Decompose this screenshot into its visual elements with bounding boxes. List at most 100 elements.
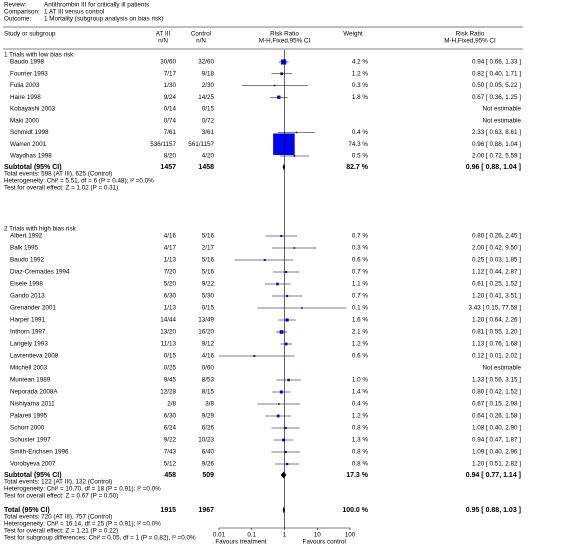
effect-label: 0.61 [ 0.25, 1.52 ] [472, 281, 521, 288]
summary-name: Total (95% CI) [4, 507, 50, 514]
effect-square [286, 294, 289, 298]
effect-square [263, 259, 266, 261]
effect-label: 0.25 [ 0.03, 1.85 ] [472, 257, 521, 264]
header-text: 1 AT III versus control [44, 9, 104, 16]
study-name: Fourrier 1993 [10, 70, 48, 77]
col-header: Study or subgroup [4, 31, 56, 38]
summary-weight: 100.0 % [342, 507, 368, 514]
total-note: Heterogeneity: Chi² = 16.14, df = 25 (P … [4, 521, 161, 528]
weight: 74.3 % [348, 141, 368, 148]
weight: 1.0 % [352, 377, 369, 384]
effect-square [281, 59, 287, 65]
col-header: M-H,Fixed,95% CI [444, 38, 496, 45]
treatment-events: 14/44 [160, 317, 176, 324]
effect-square [285, 270, 288, 274]
effect-label: 0.80 [ 0.26, 2.45 ] [472, 233, 521, 240]
control-events: 9/22 [202, 281, 215, 288]
header-label: Review: [4, 2, 27, 9]
study-name: Lavrentieva 2008 [10, 353, 59, 360]
treatment-events: 536/1157 [150, 141, 176, 148]
effect-square [284, 450, 287, 454]
x-tick-label: 10 [314, 532, 322, 539]
treatment-events: 7/43 [164, 449, 177, 456]
control-events: 2/30 [202, 82, 215, 89]
effect-square [279, 390, 283, 394]
effect-label: 1.12 [ 0.44, 2.87 ] [472, 269, 521, 276]
study-name: Eisele 1998 [10, 281, 43, 288]
weight: 2.1 % [352, 329, 369, 336]
study-name: Neporada 2008A [10, 389, 58, 396]
study-name: Fulia 2003 [10, 82, 40, 89]
x-tick-label: 0.1 [247, 532, 256, 539]
col-header: M-H,Fixed,95% CI [259, 38, 311, 45]
effect-label: 1.20 [ 0.41, 3.51 ] [472, 293, 521, 300]
x-label-right: Favours control [303, 539, 346, 546]
effect-square [285, 318, 289, 322]
study-name: Smith-Erichsen 1996 [10, 449, 69, 456]
study-name: Schuster 1997 [10, 437, 51, 444]
effect-label: 1.20 [ 0.51, 2.82 ] [472, 461, 521, 468]
study-name: Warren 2001 [10, 141, 47, 148]
effect-label: 2.00 [ 0.72, 5.59 ] [472, 153, 521, 160]
control-events: 32/60 [198, 59, 214, 66]
summary-control: 509 [202, 472, 214, 479]
study-name: Nishiyama 2011 [10, 401, 55, 408]
control-events: 8/15 [202, 389, 215, 396]
weight: 1.1 % [352, 281, 369, 288]
treatment-events: 9/45 [164, 377, 177, 384]
effect-label: 0.94 [ 0.66, 1.33 ] [472, 59, 521, 66]
effect-square [280, 72, 284, 76]
study-name: Mitchell 2003 [10, 365, 48, 372]
weight: 0.3 % [352, 82, 369, 89]
control-events: 10/23 [198, 437, 214, 444]
control-events: 16/20 [198, 329, 214, 336]
group-title: 2 Trials with high bias risk [4, 226, 77, 233]
control-events: 5/16 [202, 257, 215, 264]
weight: 0.8 % [352, 461, 369, 468]
effect-label: 0.82 [ 0.40, 1.71 ] [472, 70, 521, 77]
treatment-events: 13/20 [160, 329, 176, 336]
effect-label: 0.64 [ 0.26, 1.58 ] [472, 413, 521, 420]
effect-square [278, 403, 280, 405]
control-events: 0/60 [202, 365, 215, 372]
weight: 0.7 % [352, 269, 369, 276]
col-header: n/N [196, 38, 206, 45]
weight: 0.7 % [352, 233, 369, 240]
control-events: 6/26 [202, 425, 215, 432]
control-events: 2/17 [202, 245, 215, 252]
study-name: Vorobyeva 2007 [10, 461, 56, 468]
group-note: Test for overall effect: Z = 1.02 (P = 0… [4, 185, 118, 192]
treatment-events: 7/17 [164, 70, 177, 77]
effect-square [282, 438, 286, 442]
col-header: Risk Ratio [456, 31, 485, 38]
weight: 1.2 % [352, 413, 369, 420]
treatment-events: 8/20 [164, 153, 177, 160]
effect-label: 0.67 [ 0.15, 2.98 ] [472, 401, 521, 408]
study-name: Maki 2000 [10, 117, 40, 124]
treatment-events: 9/22 [164, 437, 177, 444]
weight: 1.8 % [352, 94, 369, 101]
header-label: Comparison: [4, 9, 40, 16]
study-name: Waydhas 1998 [10, 153, 52, 160]
effect-label: Not estimable [483, 117, 522, 124]
effect-square [287, 378, 290, 382]
weight: 1.3 % [352, 437, 369, 444]
study-name: Baudo 1992 [10, 257, 44, 264]
effect-label: 1.08 [ 0.40, 2.90 ] [472, 425, 521, 432]
treatment-events: 2/8 [167, 401, 176, 408]
study-name: Gando 2013 [10, 293, 45, 300]
weight: 0.7 % [352, 293, 369, 300]
effect-square [284, 342, 288, 346]
treatment-events: 30/60 [160, 59, 176, 66]
treatment-events: 4/17 [164, 245, 177, 252]
effect-square [284, 426, 287, 430]
weight: 0.3 % [352, 245, 369, 252]
effect-label: 1.20 [ 0.64, 2.26 ] [472, 317, 521, 324]
study-name: Grenander 2001 [10, 305, 56, 312]
summary-diamond [280, 471, 287, 479]
total-note: Test for overall effect: Z = 1.21 (P = 0… [4, 528, 118, 535]
treatment-events: 11/13 [161, 341, 177, 348]
treatment-events: 5/12 [164, 461, 177, 468]
treatment-events: 6/24 [164, 425, 177, 432]
